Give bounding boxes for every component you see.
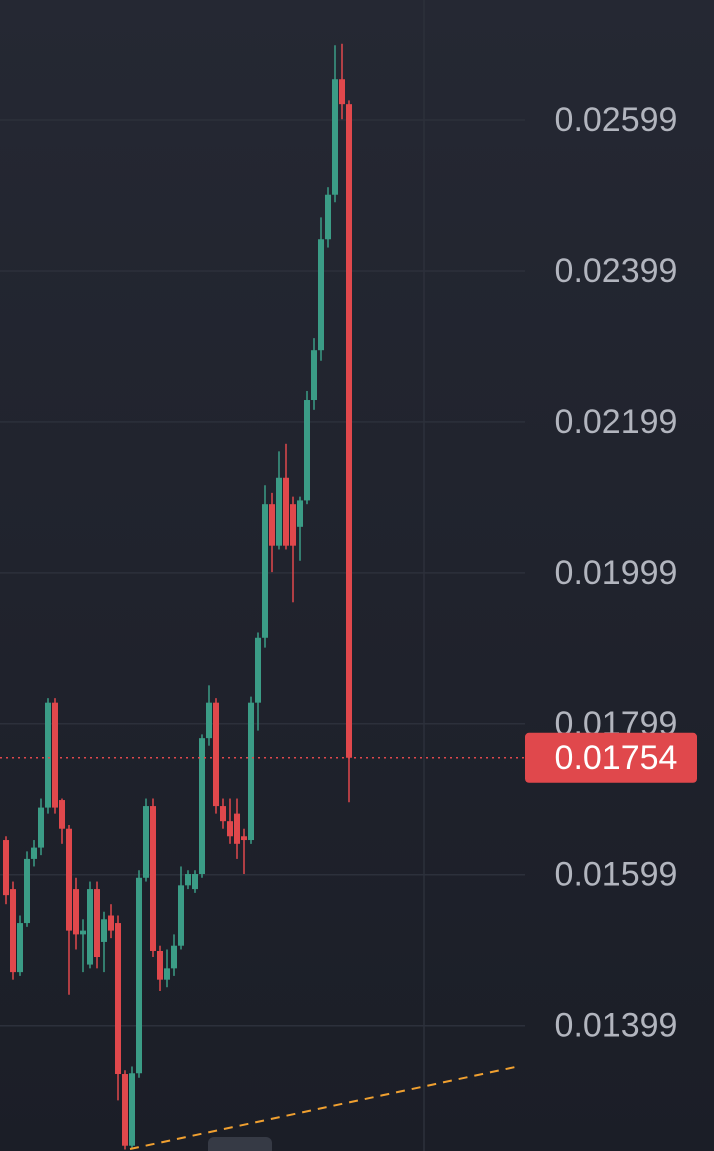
candle-body (227, 821, 233, 837)
candle-body (332, 79, 338, 195)
candle-body (283, 477, 289, 546)
plot (0, 43, 525, 1150)
candle-body (269, 504, 275, 546)
scroll-handle (208, 1137, 272, 1151)
candle-body (248, 702, 254, 841)
candle-body (171, 945, 177, 969)
candle-body (234, 813, 240, 844)
candle-body (101, 919, 107, 942)
candle-body (318, 239, 324, 351)
candle-body (199, 738, 205, 875)
candle-body (45, 702, 51, 808)
y-tick-label: 0.01399 (555, 1007, 678, 1045)
candle-body (206, 702, 212, 739)
candle-body (346, 104, 352, 758)
trend-line (129, 1065, 521, 1150)
candle-body (178, 885, 184, 946)
candle-body (290, 504, 296, 546)
candle-body (220, 806, 226, 822)
y-tick-label: 0.02199 (555, 403, 678, 441)
candle-body (150, 806, 156, 951)
candle-body (241, 836, 247, 841)
candle-body (129, 1073, 135, 1146)
y-tick-label: 0.01599 (555, 856, 678, 894)
candle-body (10, 889, 16, 973)
candle-body (325, 194, 331, 240)
candle-body (80, 930, 86, 935)
candle-body (3, 840, 9, 896)
candle-body (339, 79, 345, 105)
candle-body (276, 477, 282, 546)
candle-body (94, 889, 100, 958)
last-price-label: 0.01754 (555, 739, 678, 777)
y-tick-label: 0.02399 (555, 252, 678, 290)
last-price-badge (525, 732, 697, 783)
candle-body (24, 858, 30, 924)
candle-body (164, 968, 170, 980)
candle-body (143, 806, 149, 878)
candle-body (136, 877, 142, 1074)
candle-body (297, 500, 303, 527)
grid (0, 119, 525, 1027)
candle-body (108, 915, 114, 931)
candle-body (115, 923, 121, 1075)
candle-body (59, 800, 65, 829)
candle-body (157, 950, 163, 980)
candle-body (304, 400, 310, 501)
candle-body (185, 874, 191, 886)
candle-body (213, 702, 219, 807)
candle-body (311, 350, 317, 401)
candle-body (66, 828, 72, 931)
y-tick-label: 0.02599 (555, 101, 678, 139)
candle-body (73, 889, 79, 935)
candle-body (192, 874, 198, 890)
candle-body (38, 807, 44, 848)
candle-body (52, 702, 58, 808)
candle-body (31, 847, 37, 859)
y-tick-label: 0.01999 (555, 554, 678, 592)
candle-body (87, 889, 93, 965)
candle-body (262, 504, 268, 638)
candle-body (255, 637, 261, 703)
price-axis: 0.025990.023990.021990.019990.017990.015… (525, 101, 697, 1045)
candle-body (122, 1074, 128, 1146)
candle-body (17, 923, 23, 973)
